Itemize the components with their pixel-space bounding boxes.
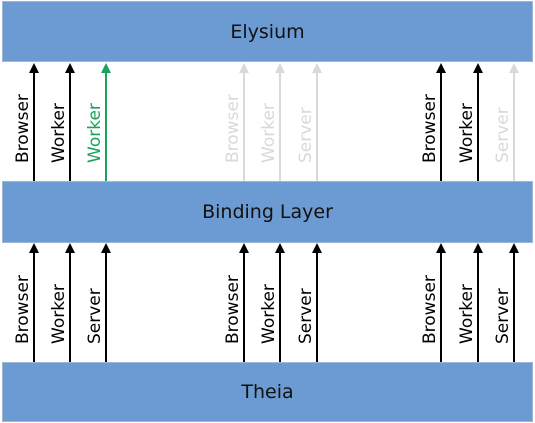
arrow-head-icon xyxy=(509,243,519,253)
arrow-head-icon xyxy=(312,243,322,253)
arrow-label-server: Server xyxy=(296,288,316,344)
arrow-label-server: Server xyxy=(493,288,513,344)
arrow-head-icon xyxy=(239,243,249,253)
arrow-label-worker: Worker xyxy=(49,284,69,344)
arrow-head-icon xyxy=(312,63,322,73)
layer-theia-label: Theia xyxy=(241,381,294,403)
layer-elysium-label: Elysium xyxy=(230,20,305,43)
arrow-label-browser: Browser xyxy=(223,94,243,163)
arrow-head-icon xyxy=(275,63,285,73)
arrow-head-icon xyxy=(275,243,285,253)
arrow-label-server: Server xyxy=(85,288,105,344)
arrow-head-icon xyxy=(29,243,39,253)
layer-theia: Theia xyxy=(2,362,533,422)
layer-elysium: Elysium xyxy=(2,1,533,62)
arrow-label-server: Server xyxy=(296,107,316,163)
arrow-label-server: Server xyxy=(493,107,513,163)
arrow-label-browser: Browser xyxy=(223,275,243,344)
arrow-head-icon xyxy=(473,63,483,73)
arrow-head-icon xyxy=(436,63,446,73)
layer-binding: Binding Layer xyxy=(2,181,533,243)
arrow-label-worker: Worker xyxy=(457,103,477,163)
arrow-label-worker: Worker xyxy=(457,284,477,344)
arrow-head-icon xyxy=(65,243,75,253)
layer-binding-label: Binding Layer xyxy=(202,201,333,223)
arrow-label-worker: Worker xyxy=(49,103,69,163)
arrow-head-icon xyxy=(29,63,39,73)
arrow-label-browser: Browser xyxy=(13,94,33,163)
arrow-head-icon xyxy=(436,243,446,253)
arrow-head-icon xyxy=(473,243,483,253)
arrow-head-icon xyxy=(509,63,519,73)
arrow-head-icon xyxy=(239,63,249,73)
arrow-label-worker: Worker xyxy=(259,284,279,344)
arrow-label-browser: Browser xyxy=(420,275,440,344)
arrow-label-browser: Browser xyxy=(13,275,33,344)
arrow-head-icon xyxy=(65,63,75,73)
arrow-head-icon xyxy=(101,243,111,253)
arrow-label-browser: Browser xyxy=(420,94,440,163)
arrow-label-worker: Worker xyxy=(85,103,105,163)
arrow-label-worker: Worker xyxy=(259,103,279,163)
arrow-head-icon xyxy=(101,63,111,73)
